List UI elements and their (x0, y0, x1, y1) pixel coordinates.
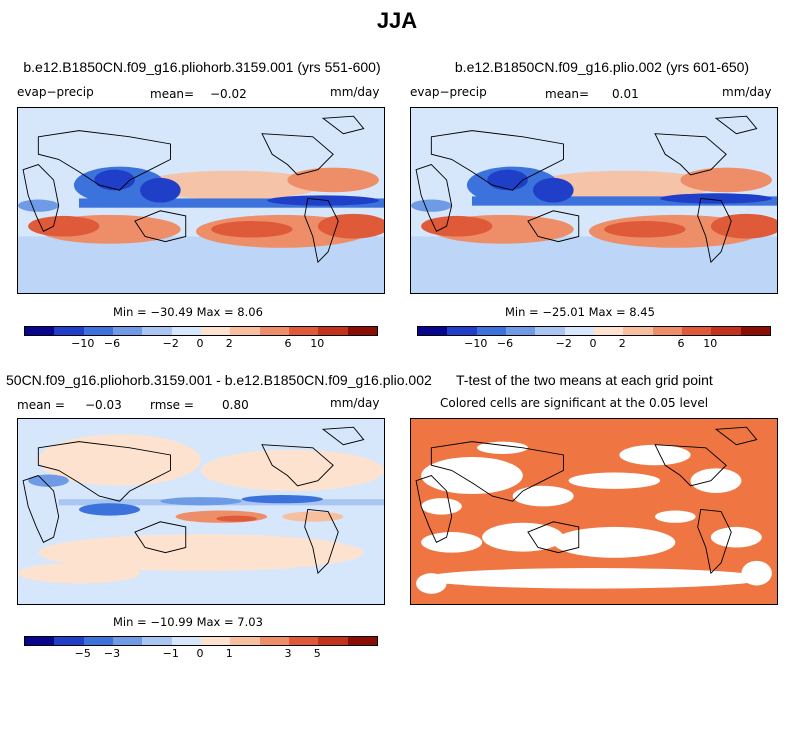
panel-1-units: mm/day (330, 85, 380, 99)
colorbar-tick-label: 0 (196, 337, 204, 350)
colorbar-tick-label: 10 (310, 337, 325, 350)
panel-2-title: b.e12.B1850CN.f09_g16.plio.002 (yrs 601-… (454, 59, 750, 75)
colorbar-tick-label: 2 (225, 337, 233, 350)
colorbar-tick-label: −3 (103, 647, 121, 660)
panel-3-title: 50CN.f09_g16.pliohorb.3159.001 - b.e12.B… (6, 372, 432, 388)
panel-2-mean-value: 0.01 (612, 87, 639, 101)
panel-3-rmse-label: rmse = (150, 398, 194, 412)
panel-2-map (410, 107, 778, 294)
panel-4-subtitle: Colored cells are significant at the 0.0… (440, 396, 709, 410)
panel-3-map (17, 418, 385, 605)
panel-1-map (17, 107, 385, 294)
colorbar-tick-label: −10 (464, 337, 488, 350)
panel-4-title: T-test of the two means at each grid poi… (456, 372, 713, 388)
panel-3-units: mm/day (330, 396, 380, 410)
colorbar-tick-label: 10 (703, 337, 718, 350)
colorbar-tick-label: −1 (162, 647, 179, 660)
panel-3-rmse-value: 0.80 (222, 398, 249, 412)
panel-2-colorbar-ticks: −10 −6 −2 0 2 6 10 (417, 337, 769, 351)
panel-3-mean-label: mean = (17, 398, 65, 412)
colorbar-tick-label: 1 (225, 647, 233, 660)
panel-2-colorbar (417, 326, 771, 336)
panel-1-title: b.e12.B1850CN.f09_g16.pliohorb.3159.001 … (23, 59, 381, 75)
colorbar-tick-label: 6 (284, 337, 292, 350)
colorbar-tick-label: −6 (103, 337, 121, 350)
colorbar-tick-label: 3 (284, 647, 292, 660)
colorbar-tick-label: 0 (589, 337, 597, 350)
panel-1-colorbar-ticks: −10 −6 −2 0 2 6 10 (24, 337, 376, 351)
panel-3-min-max: Min = −10.99 Max = 7.03 (113, 615, 263, 629)
colorbar-tick-label: −10 (71, 337, 95, 350)
colorbar-tick-label: −2 (162, 337, 179, 350)
panel-2-variable-label: evap−precip (410, 85, 487, 99)
colorbar-tick-label: 6 (677, 337, 685, 350)
panel-3-mean-value: −0.03 (85, 398, 122, 412)
figure-title: JJA (376, 8, 418, 33)
panel-1-mean-label: mean= (150, 87, 195, 101)
panel-3-colorbar-ticks: −5 −3 −1 0 1 3 5 (24, 647, 376, 661)
panel-1-variable-label: evap−precip (17, 85, 94, 99)
colorbar-tick-label: −2 (555, 337, 572, 350)
panel-1-min-max: Min = −30.49 Max = 8.06 (113, 305, 263, 319)
colorbar-tick-label: 2 (618, 337, 626, 350)
colorbar-tick-label: −5 (74, 647, 91, 660)
panel-4-map (410, 418, 778, 605)
colorbar-tick-label: 0 (196, 647, 204, 660)
panel-1-colorbar (24, 326, 378, 336)
panel-2-min-max: Min = −25.01 Max = 8.45 (505, 305, 655, 319)
colorbar-tick-label: 5 (313, 647, 321, 660)
panel-2-units: mm/day (722, 85, 772, 99)
panel-1-mean-value: −0.02 (210, 87, 247, 101)
panel-3-colorbar (24, 636, 378, 646)
panel-2-mean-label: mean= (545, 87, 590, 101)
colorbar-tick-label: −6 (496, 337, 514, 350)
